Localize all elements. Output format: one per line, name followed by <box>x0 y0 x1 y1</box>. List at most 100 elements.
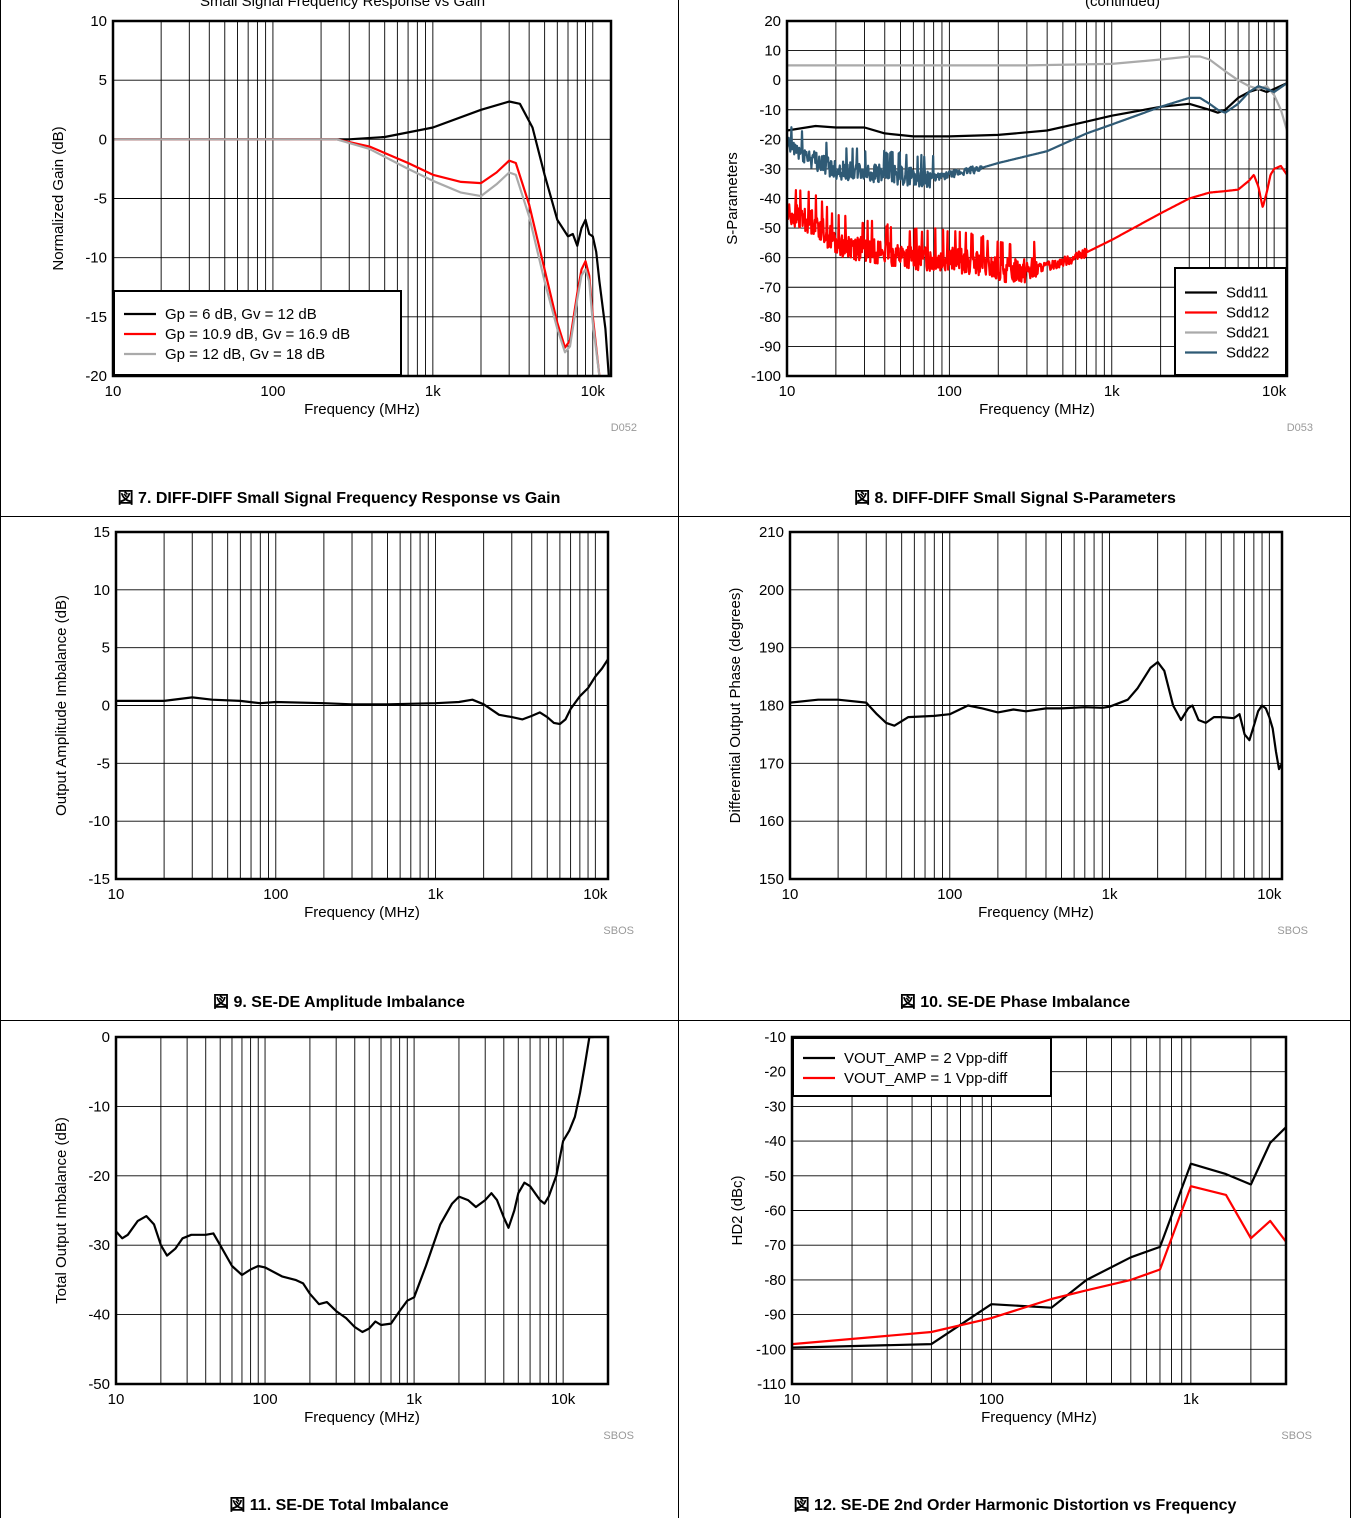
page-header-left: Small Signal Frequency Response vs Gain <box>200 0 485 10</box>
y-tick-label: -15 <box>88 871 110 888</box>
y-tick-label: -70 <box>764 1237 786 1254</box>
x-tick-label: 10 <box>779 383 796 400</box>
y-tick-label: -100 <box>751 368 781 385</box>
y-tick-label: -15 <box>85 309 107 326</box>
chart-fig10: 150 160 170 180 190 200 210 10 100 1k 10k Frequency… <box>727 524 1308 1011</box>
y-tick-label: 0 <box>102 1029 110 1046</box>
y-tick-label: -10 <box>88 813 110 830</box>
y-tick-label: 10 <box>764 43 781 60</box>
x-tick-label: 10 <box>782 886 799 903</box>
y-axis-label: Differential Output Phase (degrees) <box>727 588 744 824</box>
plot-frame <box>788 530 1284 881</box>
y-tick-label: -30 <box>759 161 781 178</box>
x-tick-label: 100 <box>263 886 288 903</box>
series-line <box>790 661 1282 771</box>
legend-box <box>113 290 402 376</box>
x-tick-label: 1k <box>1102 886 1118 903</box>
y-tick-label: -40 <box>764 1133 786 1150</box>
series-line <box>787 82 1287 138</box>
y-tick-label: -5 <box>94 191 107 208</box>
legend-label: Sdd12 <box>1226 305 1269 322</box>
y-tick-label: 180 <box>759 698 784 715</box>
x-tick-label: 10 <box>105 383 122 400</box>
y-tick-label: 0 <box>773 72 781 89</box>
legend-box <box>1174 267 1287 376</box>
y-tick-label: -40 <box>88 1307 110 1324</box>
y-tick-label: -100 <box>756 1341 786 1358</box>
y-tick-label: 190 <box>759 640 784 657</box>
plot-frame <box>114 1035 610 1386</box>
y-tick-label: -70 <box>759 279 781 296</box>
x-axis-label: Frequency (MHz) <box>978 904 1094 921</box>
legend-label: Sdd21 <box>1226 325 1269 342</box>
y-tick-label: 5 <box>102 640 110 657</box>
y-tick-label: -10 <box>85 250 107 267</box>
x-tick-label: 100 <box>253 1391 278 1408</box>
x-tick-label: 100 <box>979 1391 1004 1408</box>
y-tick-label: 0 <box>99 131 107 148</box>
series-line <box>792 1185 1286 1346</box>
plot-frame <box>114 530 610 881</box>
figure-code: SBOS <box>1277 925 1308 937</box>
figure-caption: 図 11. SE-DE Total Imbalance <box>229 1496 448 1514</box>
y-axis-label: S-Parameters <box>724 152 741 245</box>
series-line <box>113 138 601 376</box>
x-tick-label: 10 <box>108 886 125 903</box>
y-tick-label: 160 <box>759 813 784 830</box>
y-tick-label: -20 <box>764 1064 786 1081</box>
figure-caption: 図 10. SE-DE Phase Imbalance <box>900 993 1130 1011</box>
legend-label: VOUT_AMP = 2 Vpp-diff <box>844 1050 1008 1067</box>
y-tick-label: -50 <box>764 1168 786 1185</box>
x-axis-label: Frequency (MHz) <box>304 401 420 418</box>
x-tick-label: 1k <box>1183 1391 1199 1408</box>
y-tick-label: -80 <box>759 309 781 326</box>
legend-label: Gp = 6 dB, Gv = 12 dB <box>165 306 317 323</box>
legend-label: Sdd11 <box>1226 285 1268 302</box>
y-tick-label: -50 <box>759 220 781 237</box>
chart-fig12: -110 -100 -90 -80 -70 -60 -50 -40 -30 -20 -10 10 100… <box>729 1029 1312 1514</box>
y-tick-label: -90 <box>759 338 781 355</box>
plot-area <box>116 1037 608 1384</box>
legend-box <box>792 1037 1052 1097</box>
y-tick-label: -10 <box>88 1098 110 1115</box>
y-tick-label: -40 <box>759 191 781 208</box>
x-axis-label: Frequency (MHz) <box>981 1409 1097 1426</box>
y-tick-label: -80 <box>764 1272 786 1289</box>
series-line <box>787 55 1287 131</box>
y-tick-label: -60 <box>764 1203 786 1220</box>
series-line <box>116 1037 594 1334</box>
legend-label: Gp = 12 dB, Gv = 18 dB <box>165 346 325 363</box>
y-tick-label: -20 <box>759 131 781 148</box>
y-tick-label: -10 <box>764 1029 786 1046</box>
x-axis-label: Frequency (MHz) <box>304 904 420 921</box>
y-tick-label: -30 <box>764 1098 786 1115</box>
figure-code: SBOS <box>1281 1430 1312 1442</box>
chart-fig9: -15 -10 -5 0 5 10 15 10 100 1k 10k Frequency (MHz) O… <box>53 524 634 1011</box>
x-tick-label: 1k <box>428 886 444 903</box>
series-line <box>113 138 601 376</box>
y-tick-label: -20 <box>85 368 107 385</box>
figure-code: SBOS <box>603 925 634 937</box>
legend: Gp = 6 dB, Gv = 12 dB Gp = 10.9 dB, Gv = … <box>113 290 402 376</box>
x-tick-label: 10k <box>551 1391 576 1408</box>
y-tick-label: 210 <box>759 524 784 541</box>
x-tick-label: 1k <box>406 1391 422 1408</box>
x-tick-label: 10 <box>784 1391 801 1408</box>
x-tick-label: 10 <box>108 1391 125 1408</box>
figure-code: D052 <box>611 422 637 434</box>
figure-caption: 図 8. DIFF-DIFF Small Signal S-Parameters <box>854 489 1176 507</box>
x-tick-label: 10k <box>583 886 608 903</box>
y-axis-label: Total Output Imbalance (dB) <box>53 1117 70 1304</box>
legend: Sdd11 Sdd12 Sdd21 Sdd22 <box>1174 267 1287 376</box>
x-tick-label: 1k <box>1104 383 1120 400</box>
legend: VOUT_AMP = 2 Vpp-diff VOUT_AMP = 1 Vpp-di… <box>792 1037 1052 1097</box>
x-axis-label: Frequency (MHz) <box>979 401 1095 418</box>
y-tick-label: 10 <box>93 582 110 599</box>
legend-label: VOUT_AMP = 1 Vpp-diff <box>844 1070 1008 1087</box>
y-axis-label: Normalized Gain (dB) <box>50 126 67 270</box>
figure-code: D053 <box>1287 422 1313 434</box>
plot-frame <box>785 19 1289 378</box>
y-tick-label: -90 <box>764 1307 786 1324</box>
